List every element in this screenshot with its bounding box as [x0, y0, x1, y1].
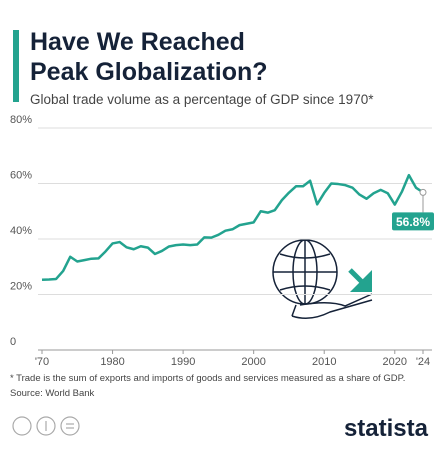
y-tick-label: 40%: [10, 225, 32, 237]
source: Source: World Bank: [10, 388, 95, 399]
data-line: [41, 173, 424, 282]
license-icons: [12, 416, 80, 436]
footnote: * Trade is the sum of exports and import…: [10, 373, 405, 384]
y-tick-label: 60%: [10, 169, 32, 181]
chart-subtitle: Global trade volume as a percentage of G…: [30, 92, 374, 107]
brand-logo: statista: [344, 415, 429, 442]
x-tick-label: '70: [35, 356, 49, 368]
value-label-box: [392, 212, 434, 231]
x-tick-label: 1990: [171, 356, 195, 368]
x-tick-label: 2010: [312, 356, 336, 368]
x-tick-label: '24: [416, 356, 430, 368]
globe-illustration: [272, 239, 373, 319]
chart-title: Have We Reached: [30, 28, 245, 56]
x-tick-label: 2000: [241, 356, 265, 368]
end-point: [419, 188, 427, 196]
y-tick-label: 0: [10, 336, 16, 348]
value-label: 56.8%: [396, 215, 430, 229]
x-tick-label: 1980: [100, 356, 124, 368]
y-tick-label: 20%: [10, 280, 32, 292]
x-tick-label: 2020: [383, 356, 407, 368]
y-tick-label: 80%: [10, 114, 32, 126]
arrow-icon: [348, 268, 372, 292]
chart-title: Peak Globalization?: [30, 58, 268, 86]
accent-bar: [13, 30, 19, 102]
